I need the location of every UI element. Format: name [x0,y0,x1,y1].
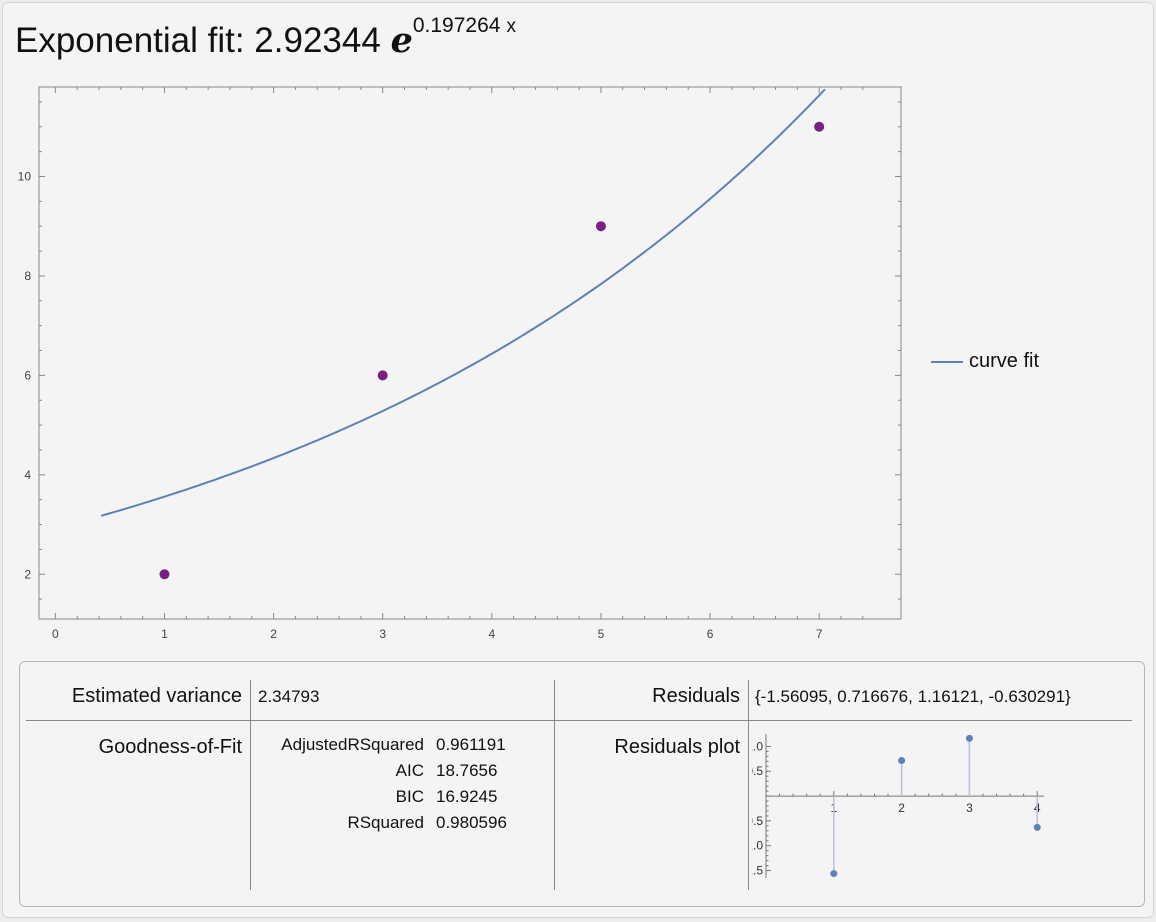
legend-swatch [931,360,963,363]
fit-title-variable: x [506,16,516,37]
y-tick-label: 2 [24,567,31,581]
residual-point [1033,823,1041,831]
residuals-label: Residuals [652,685,740,707]
x-tick-label: 0 [52,627,59,641]
fit-stat-value: 16.9245 [436,787,498,806]
residual-point [898,756,906,764]
table-divider [554,680,555,890]
fit-title-exponent: 0.197264 [412,14,501,37]
data-point [595,221,606,232]
fit-stat-value: 0.980596 [436,813,507,832]
x-tick-label: 4 [488,627,495,641]
fit-statistics-table: Estimated variance 2.34793 Residuals {-1… [19,661,1145,907]
data-point [814,121,825,132]
fit-stat-name: BIC [395,787,424,806]
data-point [159,569,170,580]
chart-legend: curve fit [931,350,1039,373]
residuals-x-tick-label: 2 [898,801,905,815]
table-divider [250,680,251,890]
fit-title: Exponential fit: 2.92344 e0.197264 x [15,15,516,63]
fit-title-prefix: Exponential fit: 2.92344 [15,21,391,60]
y-tick-label: 8 [24,269,31,283]
residuals-value: {-1.56095, 0.716676, 1.16121, -0.630291} [755,687,1071,706]
residual-point [965,734,973,742]
x-tick-label: 3 [379,627,386,641]
fit-curve-line [100,88,826,517]
estimated-variance-value: 2.34793 [258,687,320,706]
residuals-y-tick-label: 1.0 [752,739,763,753]
residuals-y-tick-label: -0.5 [752,814,763,828]
goodness-of-fit-label: Goodness-of-Fit [98,736,242,758]
residuals-y-tick-label: 0.5 [752,764,763,778]
fit-stat-value: 0.961191 [436,735,506,754]
residual-point [830,870,838,878]
residuals-x-tick-label: 3 [966,801,973,815]
y-tick-label: 6 [24,368,31,382]
fit-title-base: e [390,20,413,61]
y-tick-label: 10 [18,169,32,183]
residuals-plot-label: Residuals plot [614,736,740,758]
residuals-y-tick-label: -1.5 [752,864,763,878]
y-tick-label: 4 [24,468,31,482]
main-chart: 0 1 2 3 4 5 6 7 2 4 6 8 10 [18,86,902,641]
x-tick-label: 1 [161,627,168,641]
fit-stat-name: RSquared [347,813,424,832]
estimated-variance-label: Estimated variance [71,685,242,707]
fit-stat-name: AIC [395,761,424,780]
legend-label: curve fit [969,350,1040,372]
x-tick-label: 5 [598,627,605,641]
fit-stat-value: 18.7656 [436,761,498,780]
fit-stat-name: AdjustedRSquared [281,735,424,754]
table-divider [748,680,749,890]
plot-frame [38,86,902,620]
x-tick-label: 6 [707,627,714,641]
residuals-plot: 1.00.5-0.5-1.0-1.51234 [752,734,1044,878]
data-point [377,370,388,381]
residuals-y-tick-label: -1.0 [752,839,763,853]
table-row-divider [26,720,1132,721]
x-tick-label: 7 [816,627,823,641]
x-tick-label: 2 [270,627,277,641]
